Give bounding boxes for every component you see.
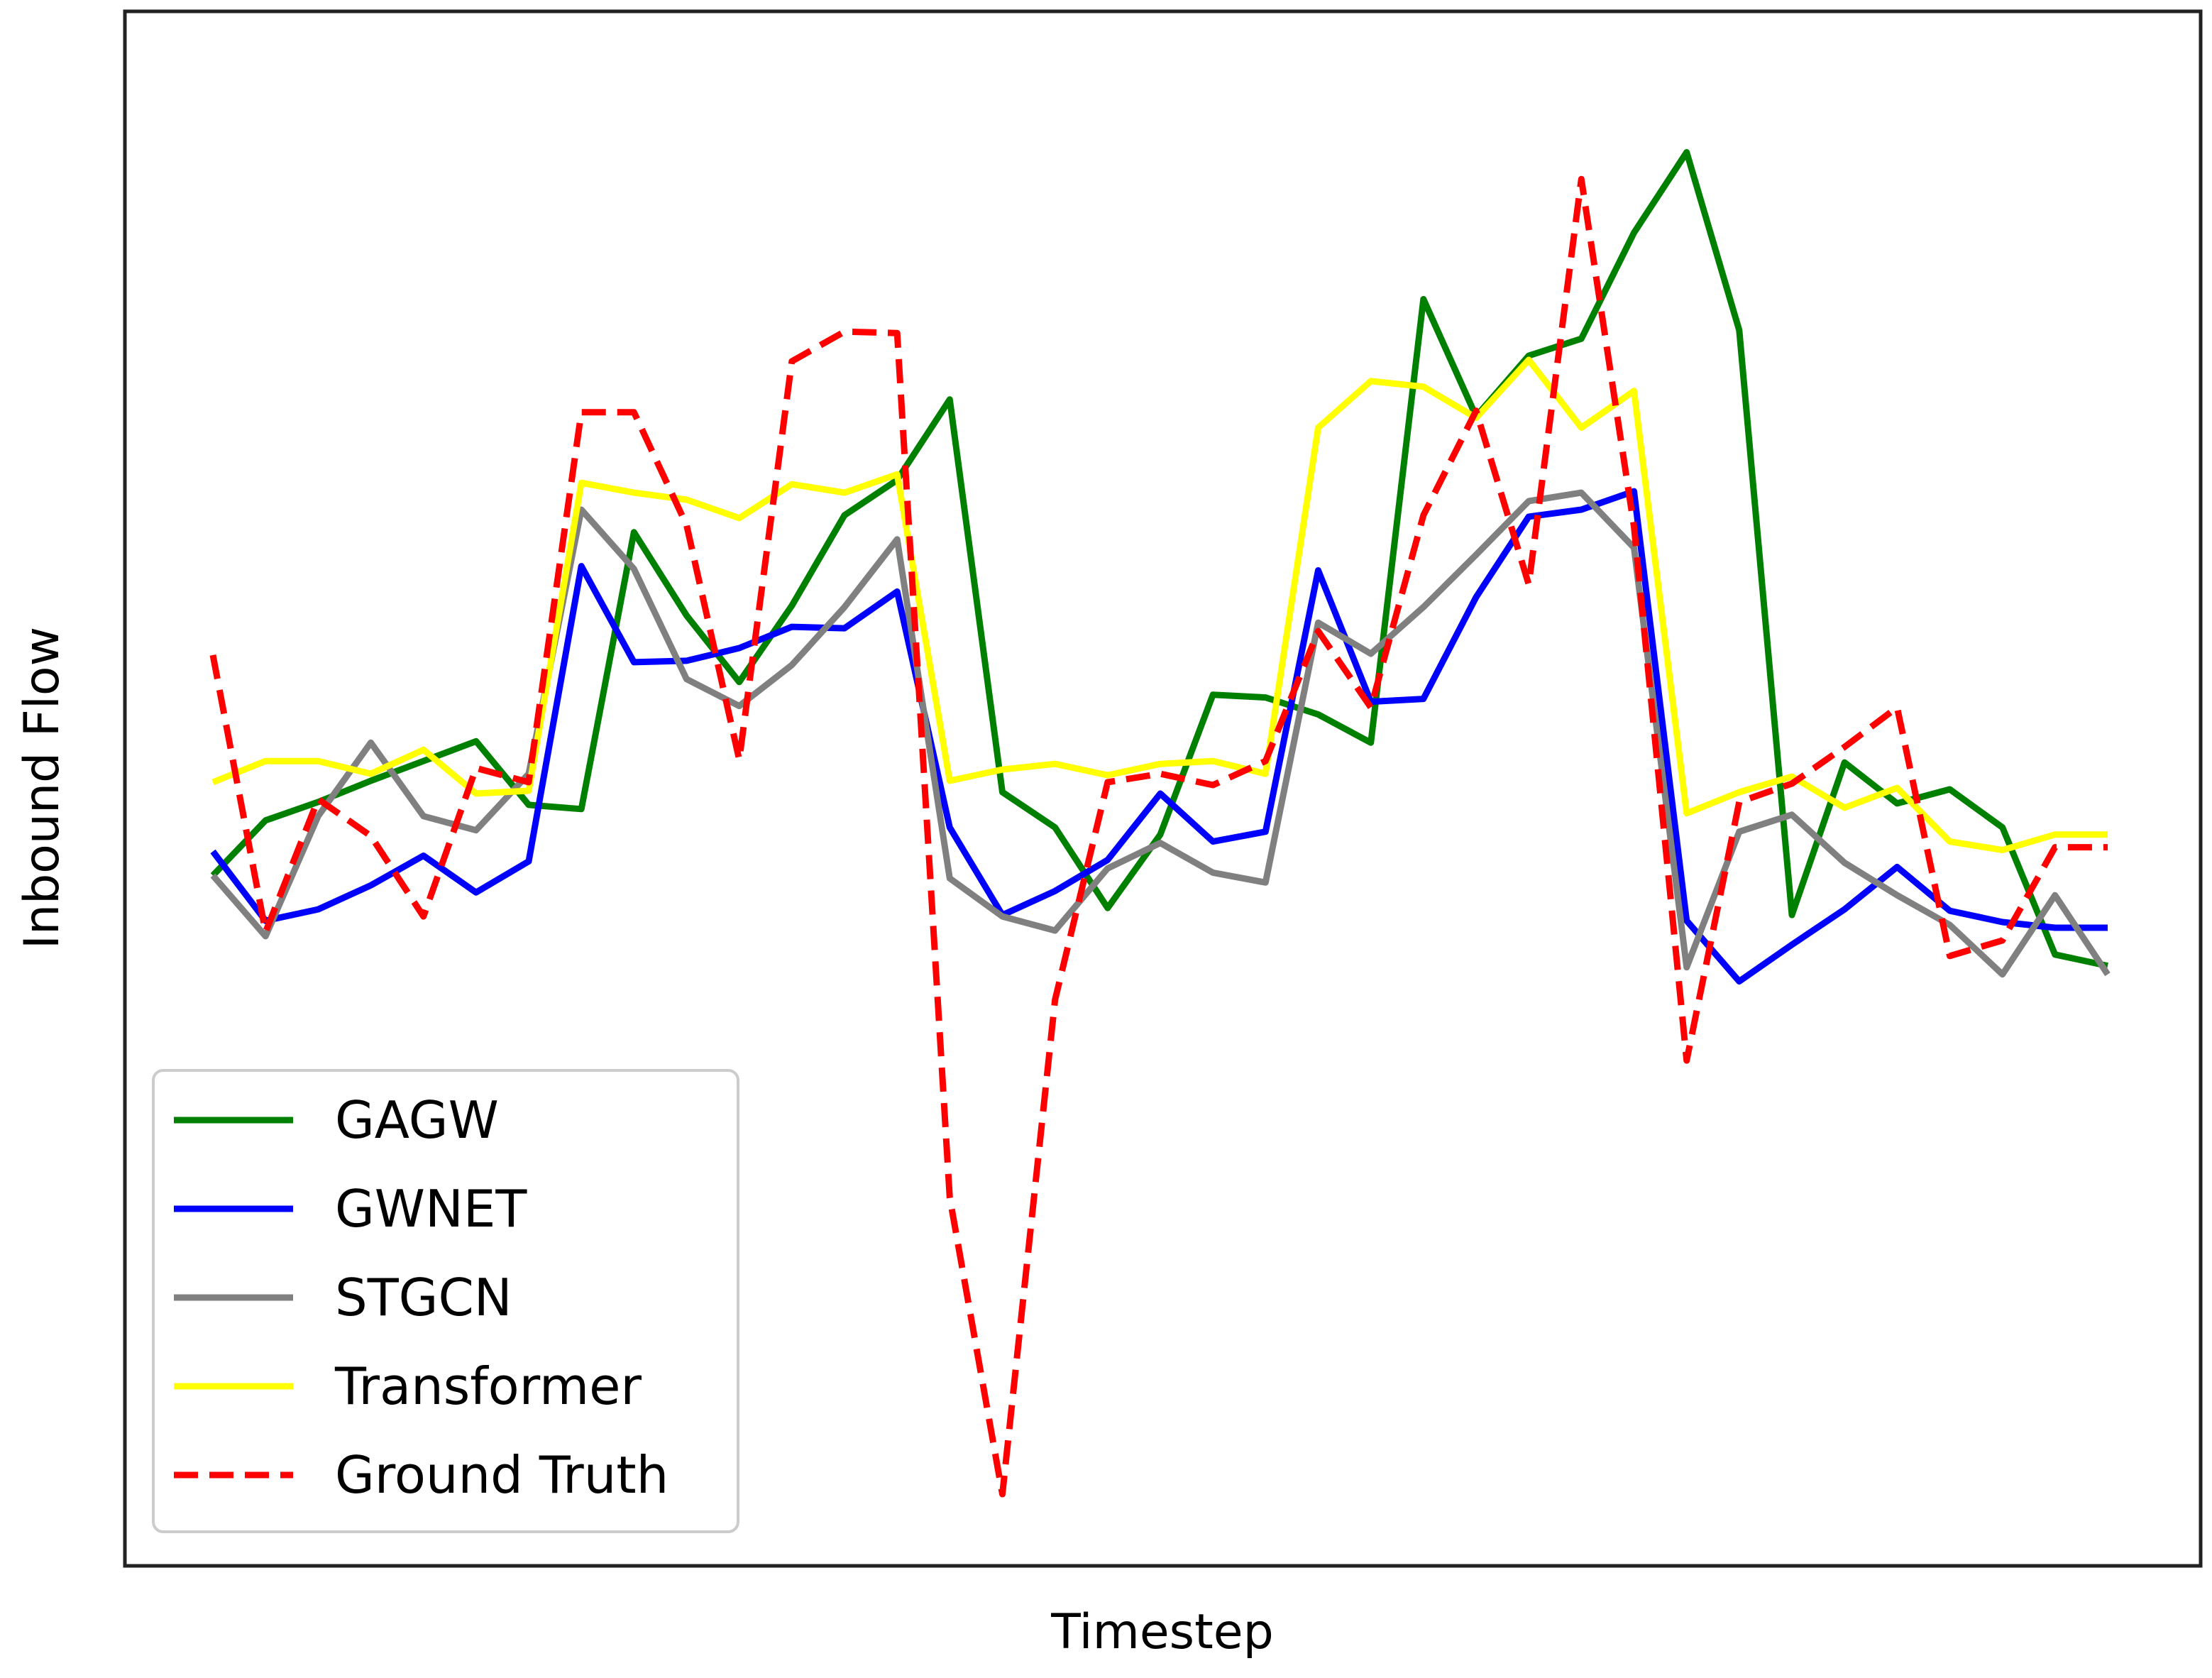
plot-frame xyxy=(123,9,2203,1568)
series-line-transformer xyxy=(211,356,2108,854)
series-layer xyxy=(209,149,2111,1498)
x-axis-label: Timestep xyxy=(1050,1604,1274,1660)
series-line-ground-truth xyxy=(209,175,2108,1498)
legend-label-gagw: GAGW xyxy=(335,1090,499,1150)
legend-label-gwnet: GWNET xyxy=(335,1179,527,1239)
legend: GAGW GWNET STGCN Transformer Ground Truth xyxy=(152,1069,739,1533)
series-line-gagw xyxy=(210,149,2108,970)
legend-box xyxy=(152,1069,739,1533)
legend-label-ground-truth: Ground Truth xyxy=(335,1445,668,1505)
legend-label-transformer: Transformer xyxy=(334,1356,642,1416)
legend-label-stgcn: STGCN xyxy=(335,1268,512,1327)
y-axis-label: Inbound Flow xyxy=(14,627,70,949)
series-line-gwnet xyxy=(210,488,2108,985)
